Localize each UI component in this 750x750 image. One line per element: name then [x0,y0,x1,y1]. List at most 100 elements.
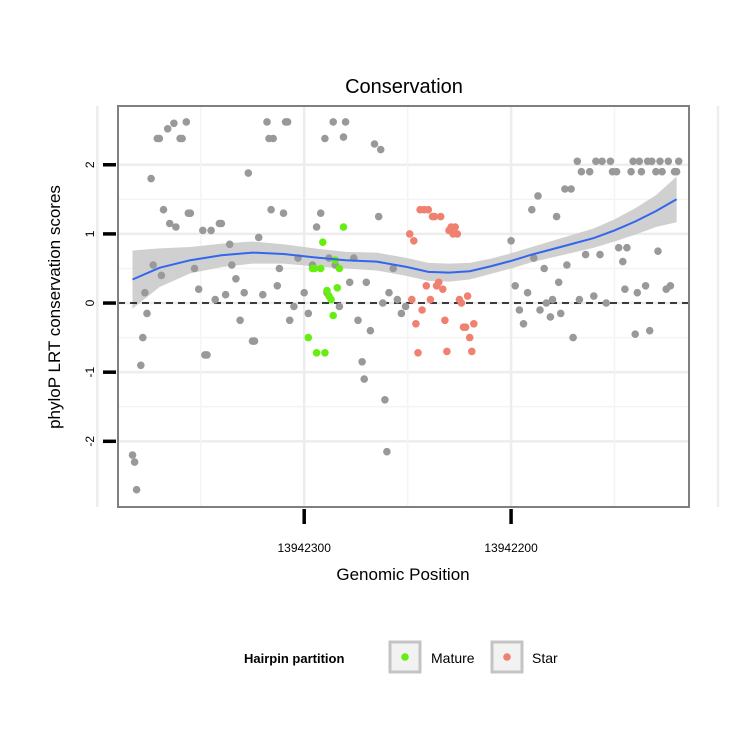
point-other [275,264,284,273]
point-other [612,167,621,176]
point-other [285,316,294,325]
point-star [426,295,435,304]
point-other [157,271,166,280]
point-other [523,288,532,297]
point-other [137,361,145,370]
point-star [443,347,451,356]
point-other [155,134,164,143]
confidence-band-area [132,176,677,309]
point-other [172,223,180,231]
point-other [567,185,575,193]
point-other [656,157,664,166]
point-other [652,167,660,176]
point-other [629,157,637,166]
point-other [217,219,226,228]
y-tick-label: -2 [83,436,97,447]
y-tick-label: -1 [83,367,97,378]
point-other [635,157,644,166]
point-star [422,282,431,290]
point-other [170,119,178,128]
point-other [575,295,584,304]
point-other [385,288,393,297]
point-other [602,299,610,307]
legend-marker-star [503,653,511,661]
point-other [225,240,234,249]
point-star [470,320,478,328]
point-other [596,250,604,259]
point-other [132,485,141,494]
point-other [627,167,635,176]
point-other [300,288,309,297]
point-other [149,261,157,269]
point-mature [319,238,327,246]
point-other [374,212,383,221]
point-other [389,264,398,273]
point-other [236,316,244,325]
point-other [519,320,528,328]
point-other [304,309,313,318]
point-other [666,282,675,290]
legend-label-star: Star [532,650,558,666]
point-mature [327,295,335,304]
point-other [269,134,278,143]
point-other [569,333,577,342]
x-axis: 13942300 13942200 [278,509,538,555]
plot-frame [117,105,690,508]
point-star [453,230,462,238]
point-other [540,264,548,273]
point-other [401,302,410,311]
point-other [561,185,569,193]
y-tick-label: 2 [83,161,97,168]
point-star [418,306,426,314]
point-other [507,237,515,245]
point-other [590,292,598,300]
point-other [228,261,236,269]
point-other [159,205,168,214]
point-other [381,396,389,404]
point-other [182,118,191,126]
point-other [366,326,375,335]
point-star [436,212,445,221]
point-other [530,254,538,262]
point-other [244,169,253,177]
point-mature [321,349,329,357]
point-star [424,205,433,214]
point-other [316,209,325,217]
point-star [451,223,460,231]
point-other [360,375,369,383]
point-other [621,285,629,294]
y-tick-label: 0 [83,299,97,306]
point-other [554,278,563,287]
point-other [674,157,683,166]
point-star [468,347,476,356]
point-other [546,313,555,321]
point-star [414,349,422,357]
point-star [463,292,472,300]
point-star [408,295,416,304]
point-other [614,243,623,252]
point-other [254,233,263,242]
point-other [637,167,646,176]
point-star [405,230,414,238]
point-mature [339,223,348,231]
point-other [397,309,406,318]
point-other [290,302,298,311]
y-axis-label: phyloP LRT conservation scores [45,185,64,429]
point-other [203,351,211,359]
point-other [631,330,639,339]
point-other [633,288,642,297]
point-other [354,316,362,325]
point-mature [333,284,342,292]
point-other [563,261,571,269]
point-other [335,302,344,311]
point-other [163,125,172,133]
point-mature [312,349,321,357]
legend-label-mature: Mature [431,650,475,666]
point-other [341,118,350,126]
point-other [141,288,149,297]
x-tick-label: 13942300 [278,541,332,555]
point-other [542,299,551,307]
point-other [221,290,230,299]
